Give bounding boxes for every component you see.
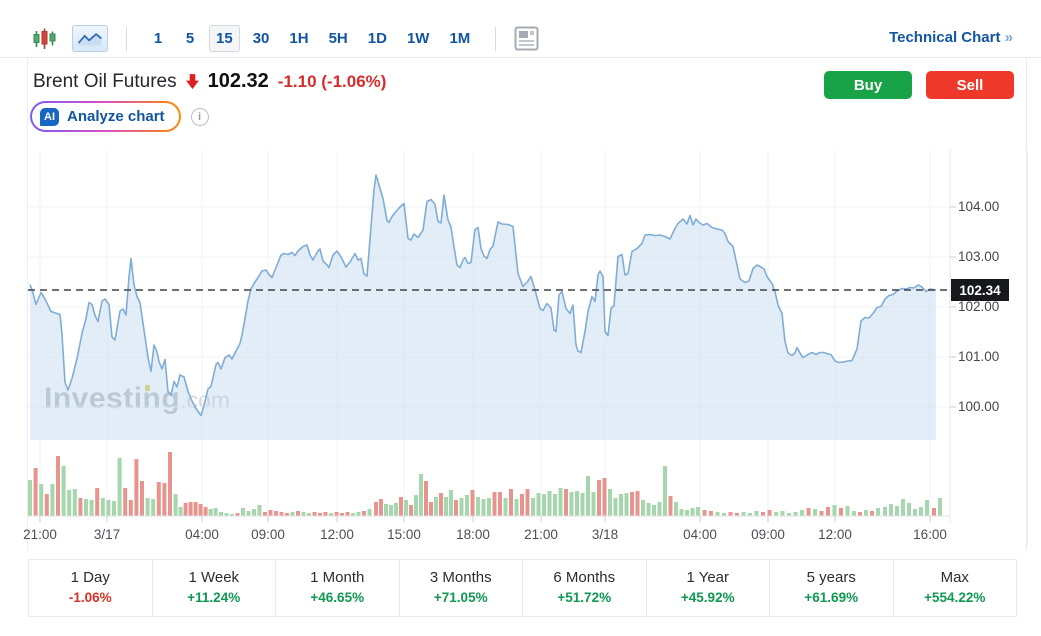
performance-cell-3-months: 3 Months +71.05% (400, 560, 523, 616)
toolbar-divider (495, 26, 497, 51)
arrow-down-icon (185, 73, 199, 90)
x-axis-label: 16:00 (913, 527, 947, 542)
performance-period-label: 1 Week (188, 569, 240, 586)
price-volume-chart[interactable] (0, 145, 1041, 550)
x-axis-label: 12:00 (320, 527, 354, 542)
performance-cell-1-year: 1 Year +45.92% (647, 560, 770, 616)
performance-cell-1-week: 1 Week +11.24% (153, 560, 276, 616)
instrument-header: Brent Oil Futures 102.32 -1.10 (-1.06%) (33, 70, 386, 93)
performance-cell-5-years: 5 years +61.69% (770, 560, 894, 616)
performance-cell-1-day: 1 Day -1.06% (29, 560, 153, 616)
last-price-badge: 102.34 (951, 279, 1009, 301)
performance-value: +45.92% (680, 590, 735, 605)
x-axis-label: 15:00 (387, 527, 421, 542)
technical-chart-link[interactable]: Technical Chart » (889, 29, 1013, 46)
change-value: -1.10 (277, 71, 317, 91)
ai-badge-icon: AI (40, 107, 59, 126)
y-axis-label: 102.00 (958, 299, 1000, 314)
x-axis-label: 18:00 (456, 527, 490, 542)
y-axis-label: 100.00 (958, 399, 1000, 414)
timeframe-1w[interactable]: 1W (400, 25, 437, 52)
analyze-chart-label: Analyze chart (67, 108, 165, 125)
performance-period-label: 1 Year (686, 569, 730, 586)
y-axis-label: 103.00 (958, 249, 1000, 264)
timeframe-1[interactable]: 1 (145, 25, 171, 52)
timeframe-1d[interactable]: 1D (361, 25, 394, 52)
chart-toolbar: 1 5 15 30 1H 5H 1D 1W 1M Technical Chart » (0, 20, 1041, 58)
info-icon[interactable]: i (190, 107, 209, 126)
ai-row: AI Analyze chart i (30, 101, 209, 132)
performance-value: +554.22% (924, 590, 986, 605)
performance-period-label: 3 Months (429, 569, 492, 586)
performance-period-label: 5 years (806, 569, 856, 586)
performance-cell-max: Max +554.22% (894, 560, 1017, 616)
performance-table: 1 Day -1.06% 1 Week +11.24% 1 Month +46.65% 3 … (28, 559, 1017, 617)
x-axis-label: 21:00 (524, 527, 558, 542)
timeframe-30[interactable]: 30 (246, 25, 277, 52)
price-change: -1.10 (-1.06%) (278, 72, 387, 92)
timeframe-5h[interactable]: 5H (322, 25, 355, 52)
candlestick-chart-icon[interactable] (32, 27, 58, 51)
y-axis-label: 101.00 (958, 349, 1000, 364)
technical-chart-label: Technical Chart (889, 29, 1001, 46)
performance-period-label: 6 Months (553, 569, 616, 586)
x-axis-label: 09:00 (751, 527, 785, 542)
x-axis-label: 21:00 (23, 527, 57, 542)
change-percent: (-1.06%) (321, 71, 387, 91)
timeframe-1h[interactable]: 1H (282, 25, 315, 52)
timeframe-15[interactable]: 15 (209, 25, 240, 52)
news-panel-icon[interactable] (514, 26, 539, 51)
performance-value: +71.05% (433, 590, 488, 605)
sell-button[interactable]: Sell (926, 71, 1014, 99)
y-axis-label: 104.00 (958, 199, 1000, 214)
chevron-double-right-icon: » (1004, 29, 1013, 46)
x-axis-label: 12:00 (818, 527, 852, 542)
price-area-fill (30, 175, 936, 440)
price-line (29, 174, 937, 417)
performance-value: +46.65% (310, 590, 365, 605)
timeframe-5[interactable]: 5 (177, 25, 203, 52)
watermark-accent-dot (145, 385, 150, 391)
x-axis-label: 04:00 (683, 527, 717, 542)
analyze-chart-button[interactable]: AI Analyze chart (30, 101, 181, 132)
toolbar-divider (126, 26, 127, 51)
volume-bars (28, 452, 942, 516)
x-axis-label: 09:00 (251, 527, 285, 542)
performance-period-label: 1 Month (310, 569, 365, 586)
performance-value: -1.06% (68, 590, 112, 605)
performance-cell-1-month: 1 Month +46.65% (276, 560, 400, 616)
x-axis-label: 3/17 (93, 527, 121, 542)
performance-period-label: Max (940, 569, 969, 586)
timeframe-group: 1 5 15 30 1H 5H 1D 1W 1M (145, 25, 477, 52)
performance-value: +51.72% (557, 590, 612, 605)
performance-period-label: 1 Day (70, 569, 110, 586)
performance-cell-6-months: 6 Months +51.72% (523, 560, 647, 616)
buy-button[interactable]: Buy (824, 71, 912, 99)
performance-value: +61.69% (804, 590, 859, 605)
x-axis-label: 04:00 (185, 527, 219, 542)
x-axis-label: 3/18 (591, 527, 619, 542)
performance-value: +11.24% (187, 590, 241, 605)
area-chart-icon[interactable] (72, 25, 108, 52)
last-price: 102.32 (207, 70, 269, 92)
timeframe-1m[interactable]: 1M (442, 25, 477, 52)
instrument-title: Brent Oil Futures (33, 70, 177, 92)
